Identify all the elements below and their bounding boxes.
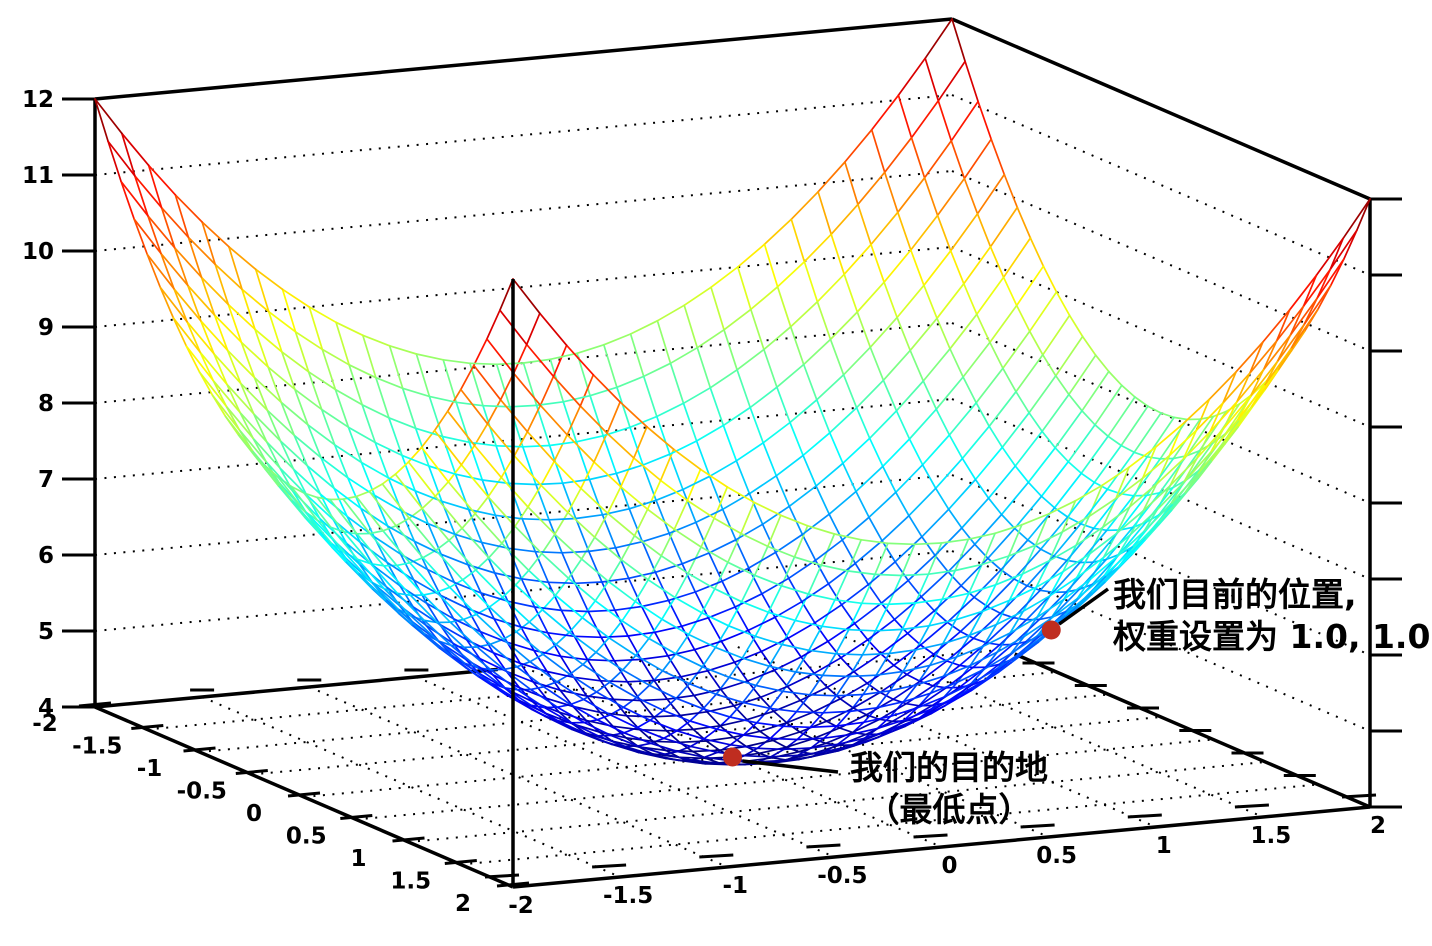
svg-text:0.5: 0.5 — [1036, 843, 1077, 869]
svg-text:1: 1 — [1156, 833, 1172, 859]
svg-text:6: 6 — [38, 543, 54, 569]
svg-text:11: 11 — [22, 163, 54, 189]
svg-text:1.5: 1.5 — [390, 869, 431, 895]
svg-text:9: 9 — [38, 315, 54, 341]
svg-text:-1: -1 — [723, 873, 749, 899]
svg-text:4: 4 — [38, 695, 54, 721]
svg-text:2: 2 — [1370, 813, 1386, 839]
annotation-current-position-line1: 我们目前的位置, — [1113, 575, 1357, 614]
svg-text:10: 10 — [22, 239, 54, 265]
annotation-destination: 我们的目的地 （最低点） — [846, 747, 1052, 831]
svg-text:1: 1 — [350, 846, 366, 872]
svg-text:0: 0 — [246, 801, 262, 827]
svg-text:-2: -2 — [508, 893, 534, 919]
svg-text:8: 8 — [38, 391, 54, 417]
svg-text:0.5: 0.5 — [286, 824, 327, 850]
annotation-destination-line1: 我们的目的地 — [850, 748, 1048, 787]
svg-text:-0.5: -0.5 — [177, 779, 227, 805]
svg-text:-0.5: -0.5 — [817, 863, 867, 889]
current-position-dot — [1041, 620, 1061, 640]
svg-text:0: 0 — [941, 853, 957, 879]
svg-text:2: 2 — [455, 891, 471, 917]
svg-text:1.5: 1.5 — [1251, 823, 1292, 849]
destination-dot — [723, 747, 742, 767]
svg-text:-1.5: -1.5 — [72, 734, 122, 760]
svg-text:-1.5: -1.5 — [603, 883, 653, 909]
svg-text:7: 7 — [38, 467, 54, 493]
svg-text:12: 12 — [22, 87, 54, 113]
svg-text:-1: -1 — [137, 756, 163, 782]
annotation-destination-line2: （最低点） — [866, 790, 1032, 829]
svg-text:5: 5 — [38, 619, 54, 645]
annotation-current-position: 我们目前的位置, 权重设置为 1.0, 1.0 — [1113, 574, 1430, 658]
annotation-current-position-line2: 权重设置为 1.0, 1.0 — [1113, 617, 1431, 656]
svg-text:-2: -2 — [32, 711, 58, 737]
